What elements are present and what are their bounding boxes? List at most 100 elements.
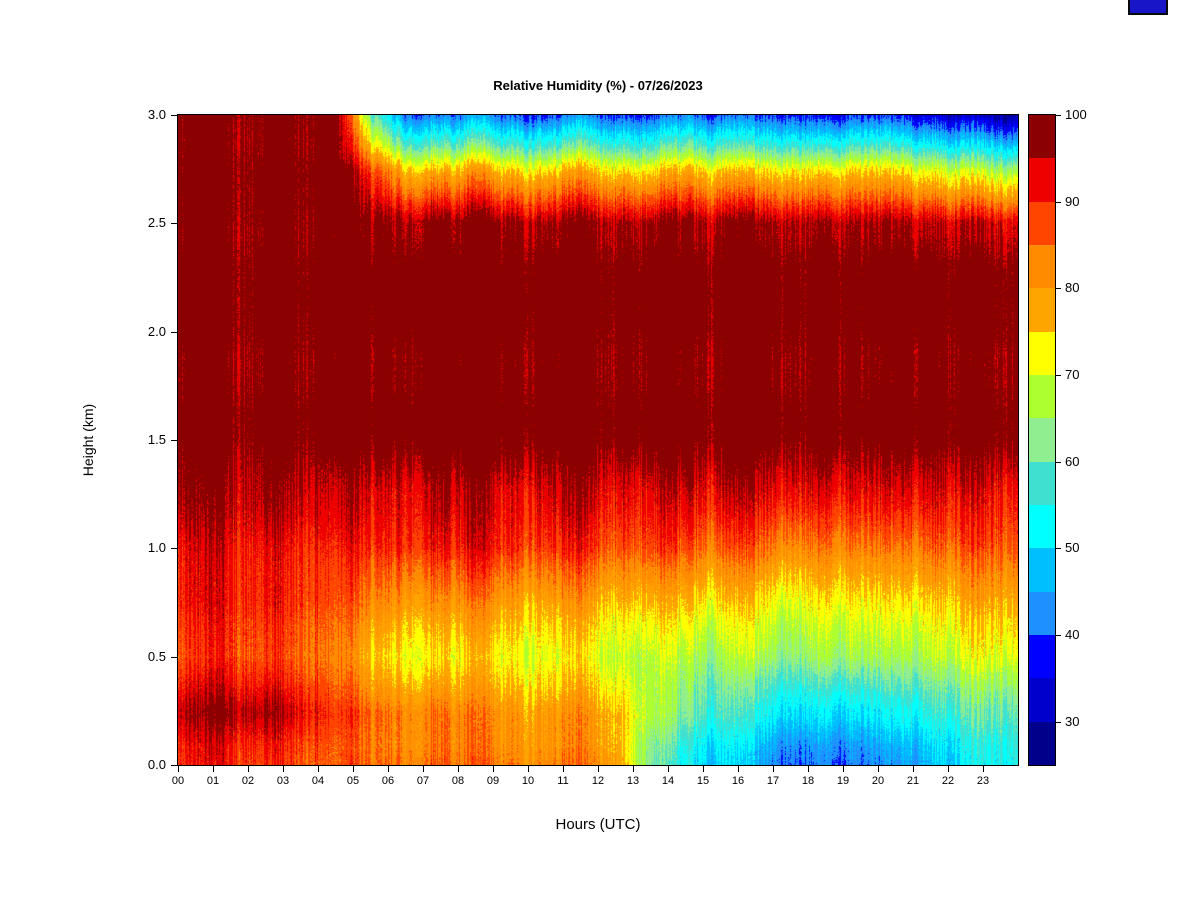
x-axis-tick — [178, 766, 179, 772]
colorbar-segment — [1029, 591, 1055, 635]
y-axis-tick-label: 3.0 — [147, 107, 166, 122]
y-axis-title: Height (km) — [80, 403, 96, 477]
x-axis-tick-label: 19 — [836, 775, 850, 787]
colorbar — [1028, 114, 1056, 766]
x-axis-tick-label: 21 — [906, 775, 920, 787]
colorbar-segment — [1029, 461, 1055, 505]
x-axis-tick-label: 03 — [276, 775, 290, 787]
x-axis-tick — [878, 766, 879, 772]
colorbar-segment — [1029, 201, 1055, 245]
x-axis-tick — [913, 766, 914, 772]
colorbar-tick-label: 90 — [1065, 193, 1080, 209]
x-axis-tick-label: 06 — [381, 775, 395, 787]
colorbar-tick — [1055, 288, 1061, 290]
x-axis-tick-label: 17 — [766, 775, 780, 787]
colorbar-tick — [1055, 375, 1061, 376]
colorbar-segment — [1029, 418, 1055, 462]
y-axis-tick — [171, 331, 178, 333]
plot-area — [177, 114, 1019, 766]
colorbar-segment — [1029, 721, 1055, 765]
x-axis-tick-label: 00 — [171, 775, 185, 787]
x-axis-tick-label: 18 — [801, 775, 815, 787]
x-axis-tick — [388, 766, 389, 772]
x-axis-tick — [283, 766, 284, 772]
x-axis-tick-label: 10 — [521, 775, 535, 787]
x-axis-tick-label: 09 — [486, 775, 500, 787]
x-axis-tick — [668, 766, 669, 772]
colorbar-tick-label: 40 — [1065, 627, 1080, 642]
x-axis-tick-label: 01 — [206, 775, 220, 787]
colorbar-tick — [1055, 201, 1061, 203]
x-axis-tick-label: 11 — [557, 775, 569, 787]
x-axis-tick — [528, 766, 529, 772]
colorbar-tick-label: 70 — [1065, 367, 1080, 382]
y-axis-tick — [171, 548, 178, 550]
y-axis-tick-label: 0.0 — [147, 757, 166, 772]
x-axis-tick — [493, 766, 494, 772]
y-axis-tick — [171, 223, 178, 225]
x-axis-tick — [948, 766, 949, 772]
chart-title: Relative Humidity (%) - 07/26/2023 — [493, 78, 703, 93]
colorbar-tick — [1055, 548, 1061, 550]
x-axis-tick-label: 13 — [626, 775, 640, 787]
colorbar-tick — [1055, 721, 1061, 723]
x-axis-tick — [213, 766, 214, 772]
y-axis-tick — [171, 765, 178, 766]
x-axis-tick — [633, 766, 634, 772]
y-axis-tick — [171, 440, 178, 441]
x-axis-tick-label: 05 — [346, 775, 360, 787]
colorbar-tick — [1055, 461, 1061, 463]
x-axis-tick-label: 15 — [696, 775, 710, 787]
colorbar-tick-label: 80 — [1065, 280, 1080, 296]
x-axis-tick — [773, 766, 774, 772]
colorbar-segment — [1029, 548, 1055, 592]
y-axis-tick — [171, 656, 178, 658]
y-axis-tick-label: 0.5 — [147, 648, 166, 664]
colorbar-tick-label: 50 — [1065, 540, 1080, 556]
colorbar-segment — [1029, 158, 1055, 202]
x-axis-tick — [808, 766, 809, 772]
x-axis-tick-label: 07 — [416, 775, 430, 787]
colorbar-tick-label: 60 — [1065, 453, 1080, 469]
x-axis-tick-label: 14 — [661, 775, 675, 787]
colorbar-tick — [1055, 115, 1061, 116]
y-axis-tick-label: 1.5 — [147, 432, 166, 447]
x-axis-tick — [983, 766, 984, 772]
x-axis-tick — [423, 766, 424, 772]
x-axis-tick — [738, 766, 739, 772]
colorbar-segment — [1029, 244, 1055, 289]
colorbar-segment — [1029, 504, 1055, 549]
y-axis-tick-label: 1.0 — [147, 540, 166, 556]
x-axis-tick-label: 22 — [941, 775, 955, 787]
colorbar-tick — [1055, 635, 1061, 636]
x-axis-tick — [563, 766, 564, 772]
y-axis-tick-label: 2.0 — [147, 323, 166, 339]
top-right-artifact — [1128, 0, 1168, 15]
y-axis-tick-label: 2.5 — [147, 215, 166, 231]
y-axis-tick — [171, 115, 178, 116]
x-axis-tick — [318, 766, 319, 772]
heatmap-canvas — [178, 115, 1018, 765]
x-axis-tick-label: 23 — [976, 775, 990, 787]
colorbar-segment — [1029, 374, 1055, 419]
colorbar-segment — [1029, 634, 1055, 679]
x-axis-tick — [458, 766, 459, 772]
x-axis-tick-label: 02 — [241, 775, 255, 787]
x-axis-title: Hours (UTC) — [555, 816, 641, 833]
x-axis-tick — [598, 766, 599, 772]
colorbar-segment — [1029, 288, 1055, 332]
x-axis-tick — [353, 766, 354, 772]
x-axis-tick — [248, 766, 249, 772]
colorbar-segment — [1029, 331, 1055, 375]
x-axis-tick-label: 08 — [451, 775, 465, 787]
colorbar-segment — [1029, 678, 1055, 722]
x-axis-tick — [703, 766, 704, 772]
colorbar-segment — [1029, 115, 1055, 159]
colorbar-tick-label: 30 — [1065, 713, 1080, 729]
x-axis-tick-label: 04 — [311, 775, 325, 787]
x-axis-tick-label: 16 — [731, 775, 745, 787]
colorbar-tick-label: 100 — [1065, 107, 1087, 122]
x-axis-tick-label: 20 — [871, 775, 885, 787]
x-axis-tick-label: 12 — [591, 775, 605, 787]
